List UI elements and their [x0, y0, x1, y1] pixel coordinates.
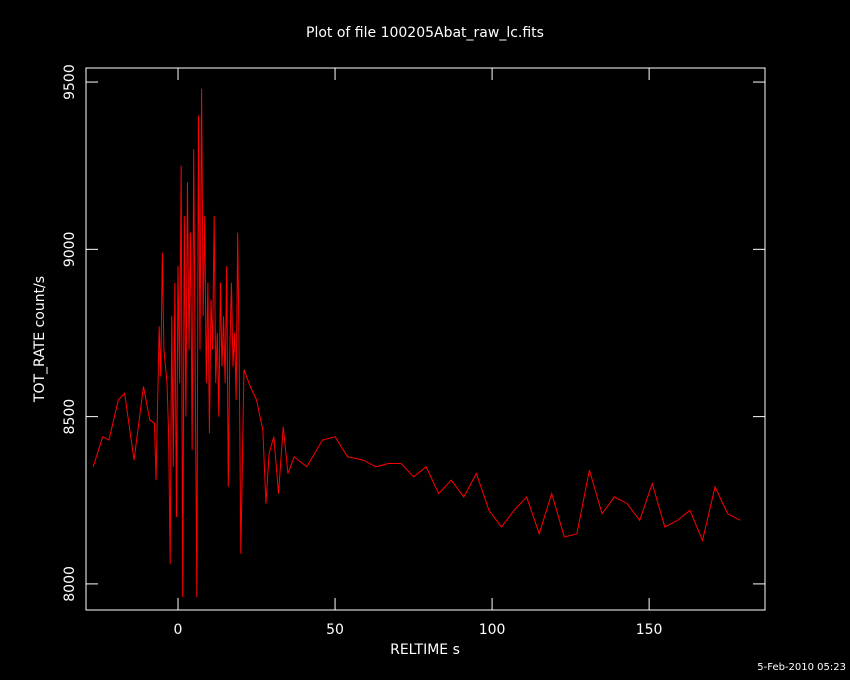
- y-tick-label: 9500: [62, 64, 78, 100]
- x-tick-label: 0: [174, 622, 183, 638]
- x-tick-label: 150: [636, 622, 663, 638]
- footer-date: 5-Feb-2010 05:23: [757, 662, 846, 673]
- y-tick-label: 8000: [62, 566, 78, 602]
- x-tick-label: 50: [326, 622, 344, 638]
- y-axis-label: TOT_RATE count/s: [32, 276, 48, 403]
- y-tick-label: 9000: [62, 232, 78, 268]
- data-line: [92, 88, 741, 598]
- chart-title: Plot of file 100205Abat_raw_lc.fits: [306, 25, 544, 41]
- y-tick-label: 8500: [62, 399, 78, 435]
- plot-frame: [85, 67, 766, 611]
- x-tick-label: 100: [479, 622, 506, 638]
- x-axis-label: RELTIME s: [390, 642, 460, 658]
